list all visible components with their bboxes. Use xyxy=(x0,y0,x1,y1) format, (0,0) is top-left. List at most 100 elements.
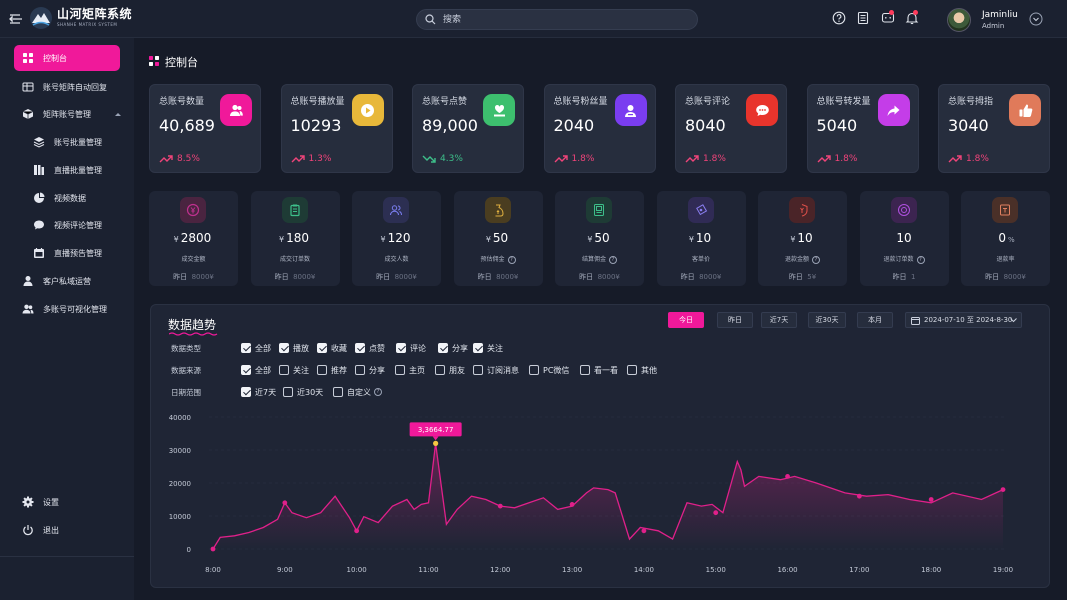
stat-card[interactable]: 总账号评论 8040 1.8% xyxy=(675,84,787,173)
metric-card[interactable]: ¥120 成交人数 昨日 8000¥ xyxy=(352,191,441,286)
sidebar-item-account-batch[interactable]: 账号批量管理 xyxy=(14,129,120,155)
checkbox-box[interactable] xyxy=(395,365,405,375)
checkbox-box[interactable] xyxy=(529,365,539,375)
filter-checkbox[interactable]: 关注 xyxy=(473,342,503,354)
checkbox-box[interactable] xyxy=(438,343,448,353)
checkbox-box[interactable] xyxy=(241,343,251,353)
metric-card[interactable]: ¥180 成交订单数 昨日 8000¥ xyxy=(250,191,340,286)
filter-checkbox[interactable]: 近7天 xyxy=(241,386,276,398)
checkbox-box[interactable] xyxy=(279,343,289,353)
sidebar-item-auto-reply[interactable]: 账号矩阵自动回复 xyxy=(14,74,120,100)
checkbox-box[interactable] xyxy=(355,365,365,375)
metric-value: 0 xyxy=(998,231,1006,245)
stat-card[interactable]: 总账号粉丝量 2040 1.8% xyxy=(543,84,656,173)
sidebar-item-video-data[interactable]: 视频数据 xyxy=(14,185,120,211)
filter-checkbox[interactable]: 评论 xyxy=(396,342,426,354)
stat-title: 总账号评论 xyxy=(685,97,731,107)
filter-checkbox[interactable]: 其他 xyxy=(627,364,657,376)
filter-checkbox[interactable]: 播放 xyxy=(279,342,309,354)
date-range-picker[interactable]: 2024-07-10 至 2024-8-30 xyxy=(905,312,1022,328)
stat-card[interactable]: 总账号数量 40,689 8.5% xyxy=(149,84,261,173)
range-button[interactable]: 本月 xyxy=(857,312,893,328)
sidebar-item-matrix-accounts[interactable]: 矩阵账号管理 xyxy=(14,101,121,127)
filter-checkbox[interactable]: 自定义? xyxy=(333,386,382,398)
trend-title: 数据趋势 xyxy=(168,318,217,332)
stat-card[interactable]: 总账号拇指 3040 1.8% xyxy=(938,84,1050,173)
checkbox-box[interactable] xyxy=(580,365,590,375)
range-button[interactable]: 昨日 xyxy=(717,312,753,328)
filter-checkbox[interactable]: 关注 xyxy=(279,364,309,376)
stat-title: 总账号播放量 xyxy=(290,97,345,107)
metric-card[interactable]: ¥50 预估佣金? 昨日 8000¥ xyxy=(453,191,543,286)
checkbox-box[interactable] xyxy=(473,343,483,353)
help-icon[interactable]: ? xyxy=(507,255,516,264)
checkbox-box[interactable] xyxy=(241,387,251,397)
menu-toggle-icon[interactable] xyxy=(9,12,23,26)
sidebar-item-dashboard[interactable]: 控制台 xyxy=(14,45,120,71)
metric-label-row: 退款率 xyxy=(961,254,1050,263)
sidebar-item-video-comments[interactable]: 视频评论管理 xyxy=(14,212,120,238)
sidebar-item-live-batch[interactable]: 直播批量管理 xyxy=(14,157,120,183)
checkbox-box[interactable] xyxy=(317,365,327,375)
metric-card[interactable]: ¥50 结算佣金? 昨日 8000¥ xyxy=(555,191,644,286)
checkbox-box[interactable] xyxy=(627,365,637,375)
range-button[interactable]: 今日 xyxy=(668,312,704,328)
chevron-down-icon[interactable] xyxy=(1029,12,1043,26)
page-title: 控制台 xyxy=(165,56,198,69)
checkbox-box[interactable] xyxy=(279,365,289,375)
x-tick-label: 19:00 xyxy=(993,566,1013,574)
sidebar-item-logout[interactable]: 退出 xyxy=(14,517,120,543)
metric-card[interactable]: ¥10 客单价 昨日 8000¥ xyxy=(656,191,746,286)
metric-footer-value: 8000¥ xyxy=(191,273,214,281)
sidebar-item-private-domain[interactable]: 客户私域运营 xyxy=(14,268,120,294)
filter-checkbox[interactable]: 看一看 xyxy=(580,364,618,376)
help-icon[interactable]: ? xyxy=(812,255,820,264)
metric-value-row: 10 xyxy=(860,231,949,245)
checkbox-box[interactable] xyxy=(435,365,445,375)
filter-checkbox[interactable]: 朋友 xyxy=(435,364,465,376)
range-button[interactable]: 近30天 xyxy=(808,312,846,328)
checkbox-box[interactable] xyxy=(283,387,293,397)
metric-prefix: ¥ xyxy=(380,235,386,244)
stat-card[interactable]: 总账号播放量 10293 1.3% xyxy=(280,84,393,173)
filter-checkbox[interactable]: 点赞 xyxy=(355,342,385,354)
filter-checkbox[interactable]: 订阅消息 xyxy=(473,364,519,376)
metric-footer: 昨日 8000¥ xyxy=(555,272,644,282)
help-icon[interactable]: ? xyxy=(374,388,382,396)
filter-checkbox[interactable]: 分享 xyxy=(438,342,468,354)
document-icon[interactable] xyxy=(856,11,870,25)
sidebar-item-settings[interactable]: 设置 xyxy=(14,489,120,515)
filter-checkbox[interactable]: 收藏 xyxy=(317,342,347,354)
metric-label-row: 成交人数 xyxy=(352,254,441,263)
filter-checkbox[interactable]: 分享 xyxy=(355,364,385,376)
search-input[interactable] xyxy=(443,12,683,27)
checkbox-box[interactable] xyxy=(241,365,251,375)
filter-checkbox[interactable]: 主页 xyxy=(395,364,425,376)
help-icon[interactable] xyxy=(832,11,846,25)
metric-card[interactable]: ¥10 退款金额? 昨日 5¥ xyxy=(758,191,847,286)
range-button[interactable]: 近7天 xyxy=(761,312,797,328)
stat-card[interactable]: 总账号转发量 5040 1.8% xyxy=(806,84,919,173)
search-box[interactable] xyxy=(416,9,698,30)
sidebar-item-live-preview[interactable]: 直播预告管理 xyxy=(14,240,120,266)
filter-checkbox[interactable]: 全部 xyxy=(241,342,271,354)
metric-card[interactable]: 10 退款订单数? 昨日 1 xyxy=(859,191,949,286)
filter-checkbox[interactable]: 全部 xyxy=(241,364,271,376)
filter-checkbox[interactable]: 近30天 xyxy=(283,386,323,398)
avatar[interactable] xyxy=(947,8,971,32)
checkbox-box[interactable] xyxy=(355,343,365,353)
checkbox-box[interactable] xyxy=(396,343,406,353)
trend-up-icon xyxy=(948,155,962,163)
metric-card[interactable]: ¥2800 成交金额 昨日 8000¥ xyxy=(149,191,238,286)
stat-card[interactable]: 总账号点赞 89,000 4.3% xyxy=(412,84,524,173)
metric-card[interactable]: 0% 退款率 昨日 8000¥ xyxy=(961,191,1050,286)
checkbox-box[interactable] xyxy=(473,365,483,375)
checkbox-box[interactable] xyxy=(333,387,343,397)
filter-checkbox[interactable]: 推荐 xyxy=(317,364,347,376)
help-icon[interactable]: ? xyxy=(609,255,617,264)
checkbox-box[interactable] xyxy=(317,343,327,353)
filter-checkbox[interactable]: PC微信 xyxy=(529,364,569,376)
message-icon[interactable] xyxy=(881,11,895,25)
sidebar-item-multi-account[interactable]: 多账号可视化管理 xyxy=(14,296,120,322)
help-icon[interactable]: ? xyxy=(916,255,925,264)
